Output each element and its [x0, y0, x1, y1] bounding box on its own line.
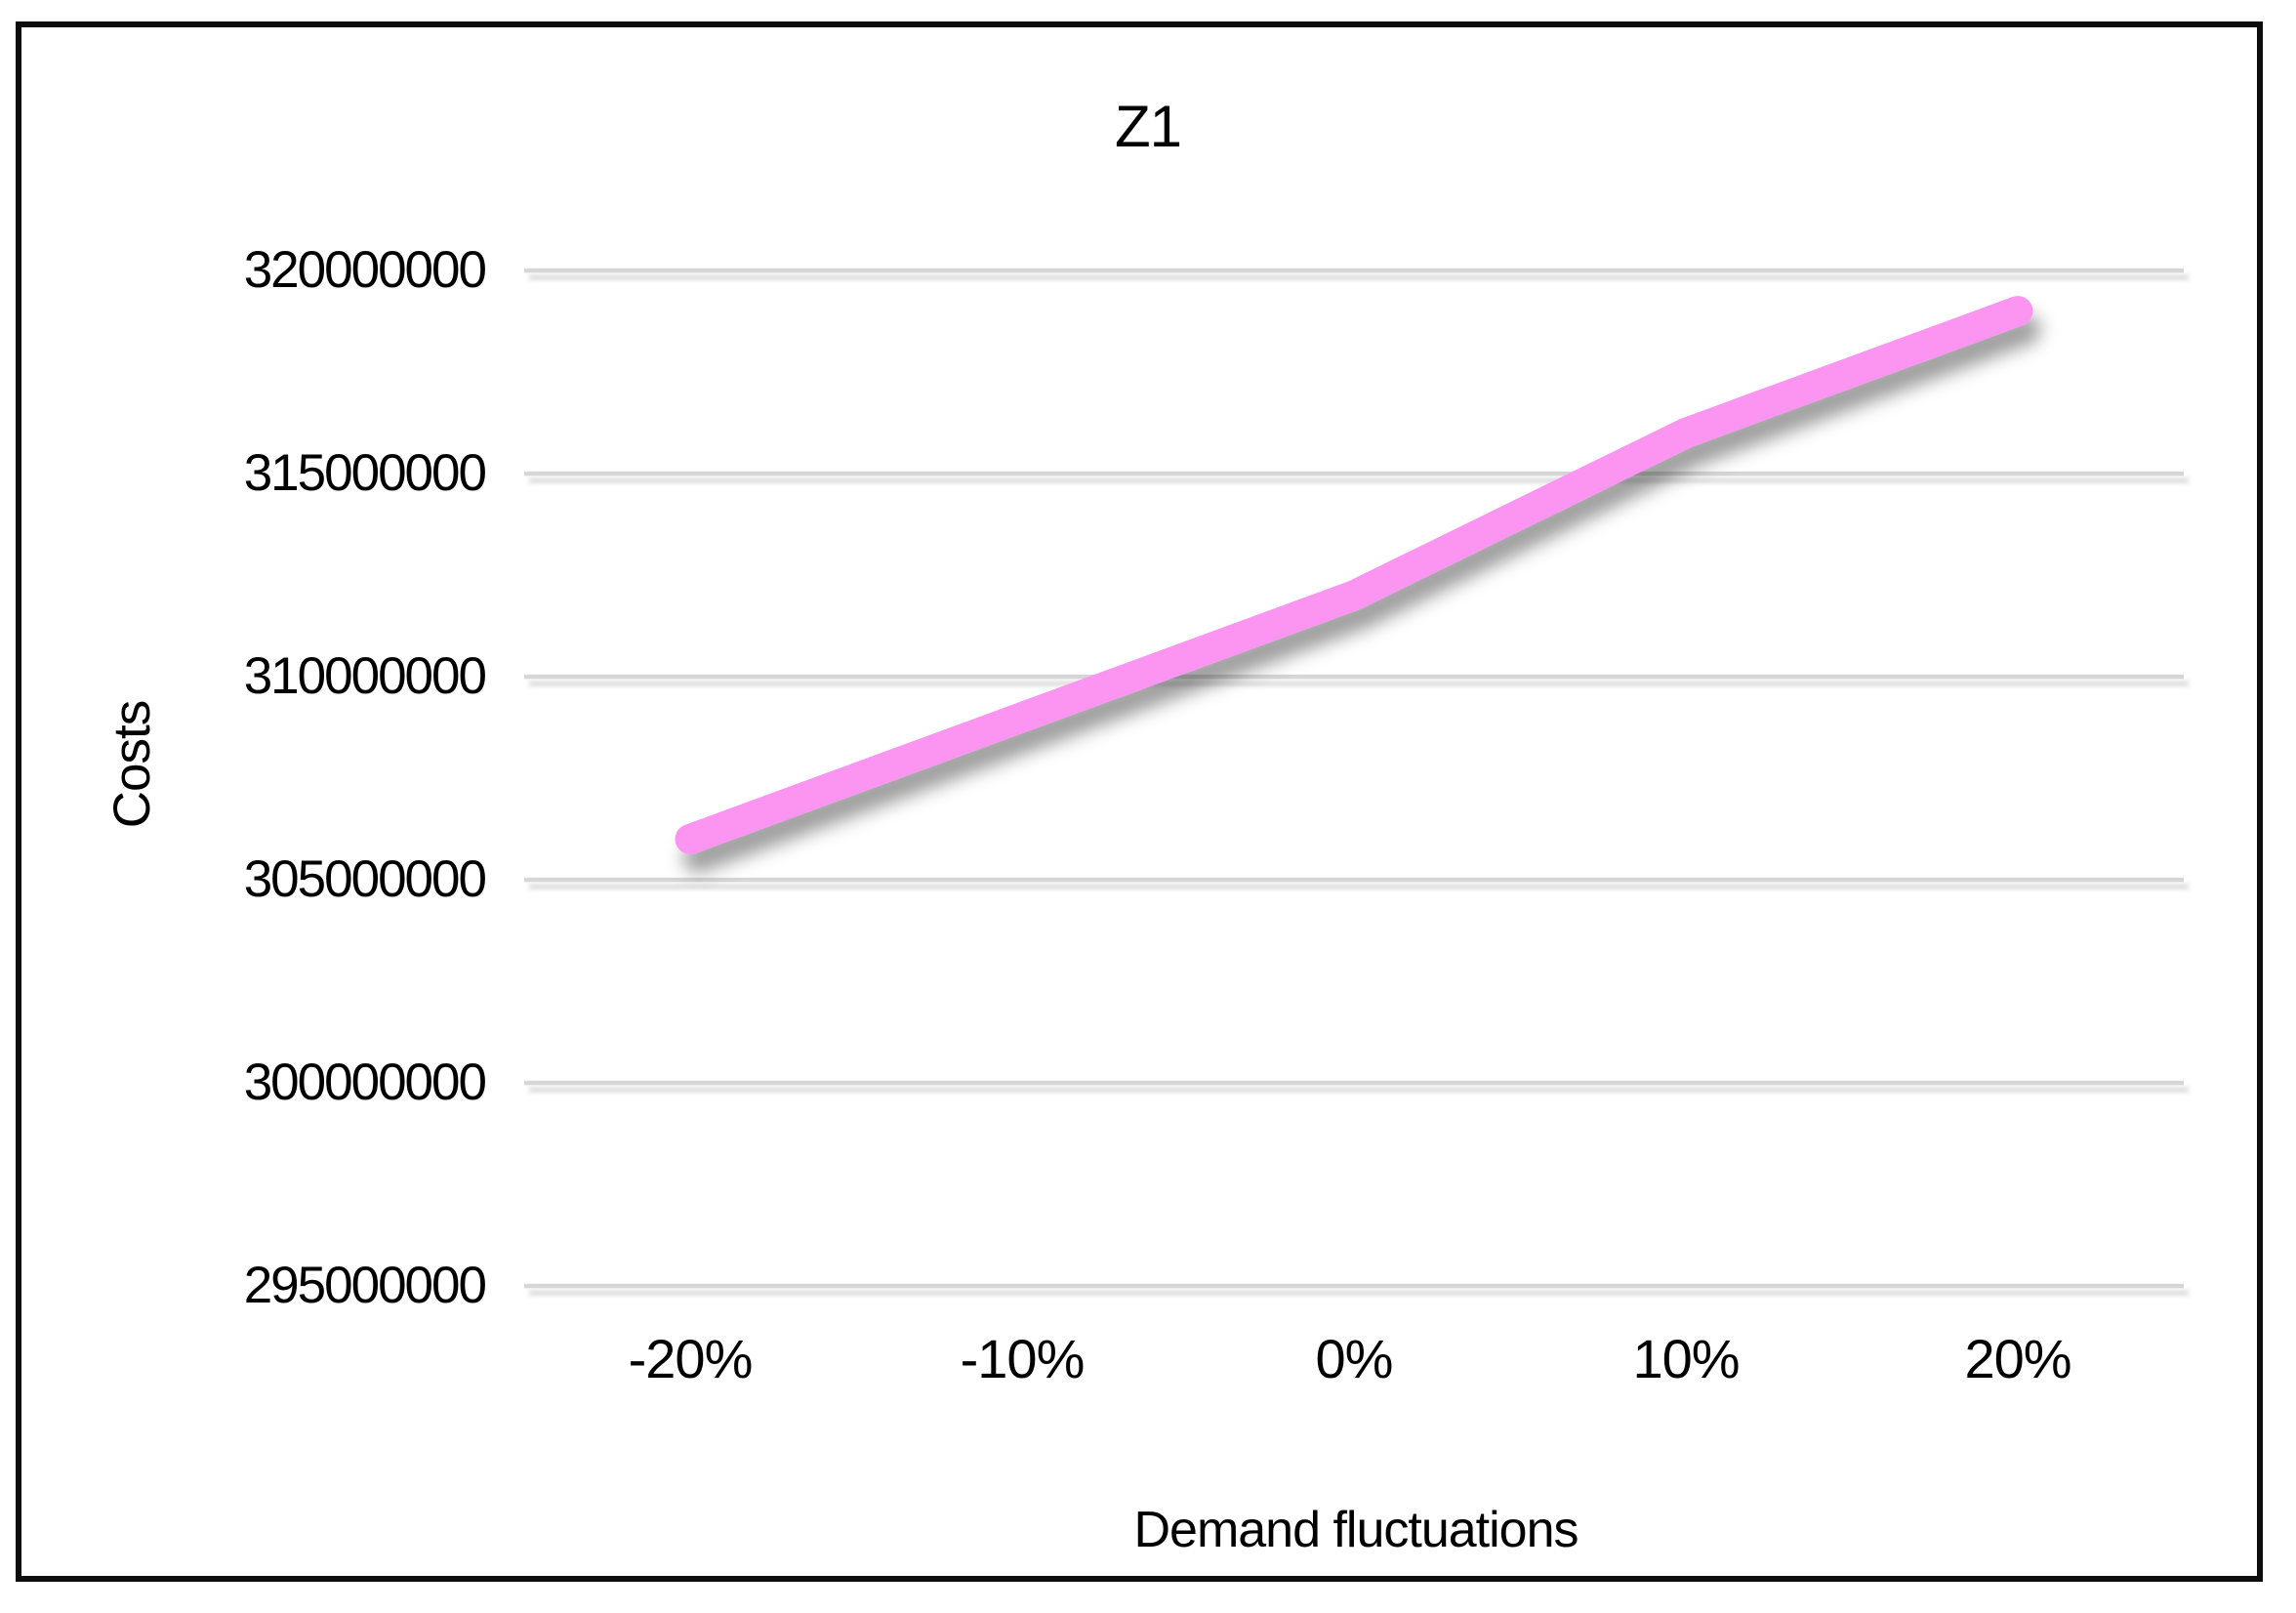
x-axis-title: Demand fluctuations — [1133, 1502, 1578, 1558]
x-tick-label: 10% — [1632, 1328, 1740, 1389]
x-tick-label: 0% — [1315, 1328, 1394, 1389]
y-tick-label: 310000000 — [243, 647, 487, 705]
y-tick-label: 315000000 — [243, 444, 487, 502]
chart-border-frame — [16, 21, 2263, 1582]
y-tick-label: 305000000 — [243, 850, 487, 908]
y-tick-label: 320000000 — [243, 241, 487, 299]
x-tick-label: -10% — [960, 1328, 1086, 1389]
x-tick-label: -20% — [628, 1328, 754, 1389]
y-tick-label: 295000000 — [243, 1257, 487, 1314]
x-tick-label: 20% — [1964, 1328, 2071, 1389]
y-tick-label: 300000000 — [243, 1054, 487, 1111]
chart-title: Z1 — [1114, 94, 1182, 159]
